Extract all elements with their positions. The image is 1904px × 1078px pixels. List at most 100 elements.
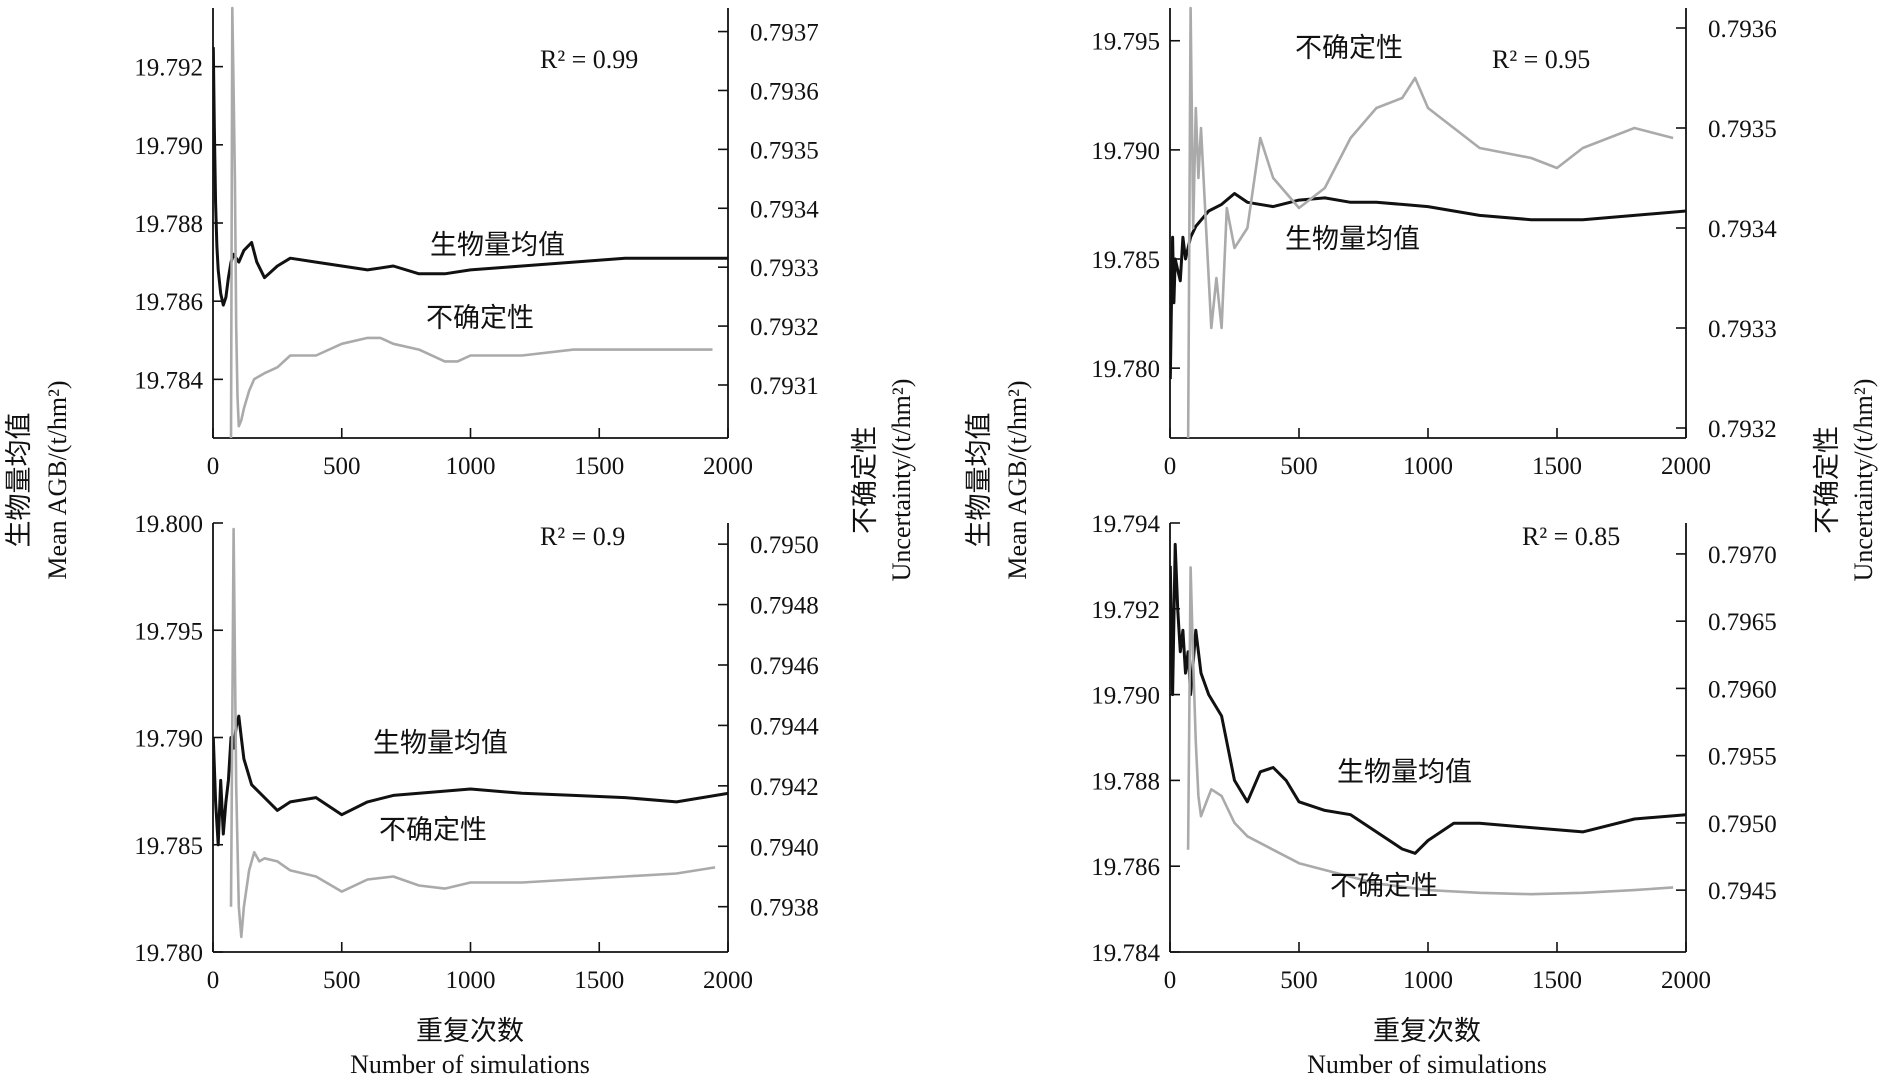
y-left-title-en: Mean AGB/(t/hm²) — [43, 380, 72, 579]
y-left-title-en: Mean AGB/(t/hm²) — [1003, 380, 1032, 579]
y-left-title-cn: 生物量均值 — [4, 413, 35, 548]
y-right-tick-label: 0.7931 — [750, 373, 819, 400]
x-tick-label: 0 — [1164, 967, 1177, 994]
mean-series-label: 生物量均值 — [1285, 224, 1420, 255]
uncertainty-series-label: 不确定性 — [426, 303, 534, 334]
x-tick-label: 500 — [323, 967, 361, 994]
x-tick-label: 0 — [207, 967, 220, 994]
x-tick-label: 1500 — [574, 453, 624, 480]
y-left-tick-label: 19.790 — [134, 133, 203, 160]
mean-agb-line — [213, 47, 728, 307]
y-right-tick-label: 0.7938 — [750, 895, 819, 922]
mean-series-label: 生物量均值 — [1337, 757, 1472, 788]
x-tick-label: 500 — [1280, 453, 1318, 480]
y-left-tick-label: 19.780 — [1091, 356, 1160, 383]
y-right-tick-label: 0.7933 — [750, 255, 819, 282]
y-left-tick-label: 19.790 — [134, 726, 203, 753]
y-left-tick-label: 19.788 — [1091, 768, 1160, 795]
x-tick-label: 1000 — [446, 967, 496, 994]
y-left-tick-label: 19.790 — [1091, 683, 1160, 710]
y-right-tick-label: 0.7935 — [750, 137, 819, 164]
x-tick-label: 0 — [207, 453, 220, 480]
uncertainty-series-label: 不确定性 — [379, 815, 487, 846]
y-left-tick-label: 19.784 — [1091, 940, 1160, 967]
x-tick-label: 1000 — [446, 453, 496, 480]
y-left-tick-label: 19.800 — [134, 511, 203, 538]
y-right-tick-label: 0.7960 — [1708, 676, 1777, 703]
uncertainty-line — [1186, 566, 1674, 896]
x-axis-title-en: Number of simulations — [1307, 1050, 1547, 1078]
y-left-tick-label: 19.786 — [134, 289, 203, 316]
x-tick-label: 1500 — [574, 967, 624, 994]
r-squared-label: R² = 0.85 — [1522, 522, 1620, 551]
subplot-2: 0 500 1000 1500 2000 19.780 19.785 19.790 19.795… — [1091, 6, 1777, 480]
y-left-tick-label: 19.792 — [134, 55, 203, 82]
y-right-tick-label: 0.7932 — [1708, 416, 1777, 443]
x-tick-label: 2000 — [1661, 967, 1711, 994]
y-right-tick-label: 0.7932 — [750, 314, 819, 341]
r-squared-label: R² = 0.99 — [540, 45, 638, 74]
y-right-tick-label: 0.7937 — [750, 20, 819, 47]
y-right-tick-label: 0.7955 — [1708, 744, 1777, 771]
mean-series-label: 生物量均值 — [430, 230, 565, 261]
uncertainty-line — [1186, 6, 1674, 438]
y-left-tick-label: 19.788 — [134, 211, 203, 238]
y-right-tick-label: 0.7948 — [750, 593, 819, 620]
y-right-tick-label: 0.7934 — [1708, 216, 1777, 243]
y-right-tick-label: 0.7936 — [750, 78, 819, 105]
axis-titles: 重复次数 Number of simulations 重复次数 Number of s… — [4, 379, 1878, 1078]
y-left-tick-label: 19.790 — [1091, 138, 1160, 165]
y-left-title-cn: 生物量均值 — [964, 413, 995, 548]
x-tick-label: 2000 — [1661, 453, 1711, 480]
y-right-title-cn: 不确定性 — [1812, 426, 1843, 534]
y-right-tick-label: 0.7936 — [1708, 16, 1777, 43]
uncertainty-series-label: 不确定性 — [1295, 33, 1403, 64]
x-tick-label: 500 — [323, 453, 361, 480]
subplot-4: 0 500 1000 1500 2000 19.784 19.786 19.788 19.790… — [1091, 511, 1777, 994]
y-right-tick-label: 0.7940 — [750, 834, 819, 861]
r-squared-label: R² = 0.9 — [540, 522, 625, 551]
y-left-tick-label: 19.794 — [1091, 511, 1160, 538]
y-right-tick-label: 0.7944 — [750, 713, 819, 740]
mean-agb-line — [1170, 542, 1686, 855]
mean-series-label: 生物量均值 — [373, 728, 508, 759]
x-tick-label: 1000 — [1403, 967, 1453, 994]
subplot-1: 0 500 1000 1500 2000 19.784 19.786 19.788 19.790… — [134, 6, 819, 480]
y-right-tick-label: 0.7934 — [750, 196, 819, 223]
y-right-title-en: Uncertainty/(t/hm²) — [887, 379, 916, 582]
subplot-3: 0 500 1000 1500 2000 19.780 19.785 19.790 19.795… — [134, 511, 819, 994]
x-axis-title-en: Number of simulations — [350, 1050, 590, 1078]
y-left-tick-label: 19.785 — [134, 833, 203, 860]
x-tick-label: 500 — [1280, 967, 1318, 994]
x-tick-label: 2000 — [703, 967, 753, 994]
y-right-tick-label: 0.7942 — [750, 774, 819, 801]
y-right-tick-label: 0.7946 — [750, 653, 819, 680]
y-right-title-cn: 不确定性 — [850, 426, 881, 534]
mean-agb-line — [213, 714, 728, 847]
x-tick-label: 1000 — [1403, 453, 1453, 480]
y-right-tick-label: 0.7945 — [1708, 878, 1777, 905]
y-left-tick-label: 19.786 — [1091, 854, 1160, 881]
y-right-tick-label: 0.7965 — [1708, 609, 1777, 636]
y-right-tick-label: 0.7950 — [1708, 811, 1777, 838]
y-left-tick-label: 19.780 — [134, 940, 203, 967]
y-left-tick-label: 19.795 — [134, 618, 203, 645]
uncertainty-line — [229, 527, 716, 939]
y-left-tick-label: 19.785 — [1091, 247, 1160, 274]
x-tick-label: 0 — [1164, 453, 1177, 480]
y-right-tick-label: 0.7950 — [750, 532, 819, 559]
uncertainty-series-label: 不确定性 — [1330, 871, 1438, 902]
y-right-tick-label: 0.7970 — [1708, 542, 1777, 569]
y-left-tick-label: 19.784 — [134, 367, 203, 394]
uncertainty-line — [229, 6, 713, 438]
x-tick-label: 1500 — [1532, 967, 1582, 994]
x-axis-title-cn: 重复次数 — [416, 1016, 524, 1047]
x-tick-label: 2000 — [703, 453, 753, 480]
y-right-title-en: Uncertainty/(t/hm²) — [1849, 379, 1878, 582]
y-right-tick-label: 0.7935 — [1708, 116, 1777, 143]
x-tick-label: 1500 — [1532, 453, 1582, 480]
y-left-tick-label: 19.795 — [1091, 29, 1160, 56]
r-squared-label: R² = 0.95 — [1492, 45, 1590, 74]
